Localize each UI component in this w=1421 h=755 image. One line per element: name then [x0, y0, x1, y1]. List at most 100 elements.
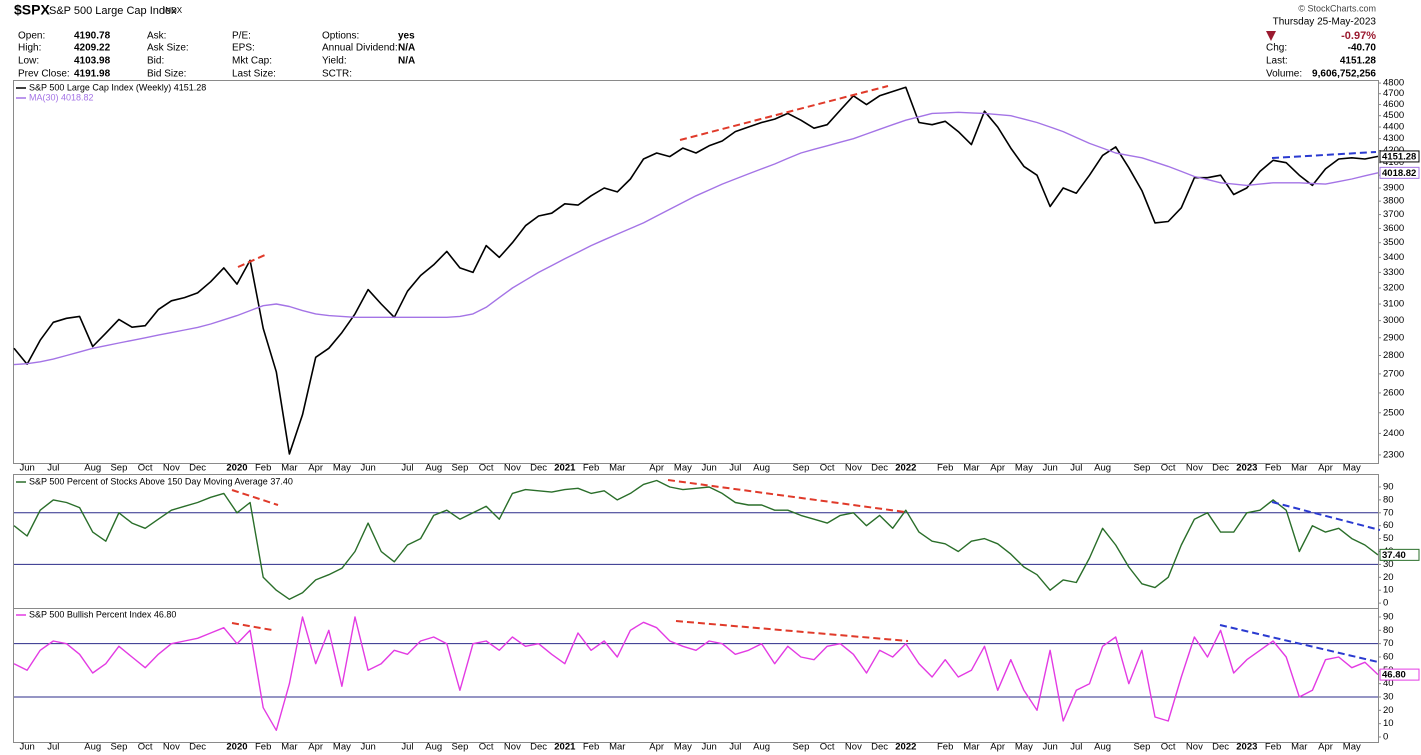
series-line [13, 111, 1379, 366]
trend-line [667, 479, 906, 513]
x-tick-label: Dec [871, 742, 888, 753]
x-tick-label: Mar [609, 463, 625, 474]
y-tick-label: 30 [1383, 559, 1394, 570]
y-tick-label: 3900 [1383, 183, 1404, 194]
x-tick-label: Feb [255, 463, 271, 474]
y-tick-label: 20 [1383, 705, 1394, 716]
x-tick-label: Jul [47, 463, 59, 474]
trend-annotations [231, 85, 1381, 663]
last-value-label: 4018.82 [1382, 168, 1416, 179]
stat-label: EPS: [232, 43, 255, 54]
x-tick-label: May [674, 742, 692, 753]
y-tick-label: 4800 [1383, 78, 1404, 89]
y-tick-label: 80 [1383, 625, 1394, 636]
last-value-label: 4151.28 [1382, 151, 1416, 162]
x-tick-label: 2021 [554, 742, 576, 753]
last-value-box [1379, 166, 1420, 179]
stat-label: Mkt Cap: [232, 56, 272, 67]
quote-value: 9,606,752,256 [1312, 69, 1376, 80]
series-line [13, 479, 1379, 600]
stat-value: 4191.98 [74, 69, 111, 80]
trend-line [675, 620, 909, 642]
x-tick-label: Apr [1318, 463, 1333, 474]
x-tick-label: Aug [1094, 742, 1111, 753]
x-tick-label: May [1343, 463, 1361, 474]
trend-line [679, 85, 889, 141]
x-tick-label: May [1343, 742, 1361, 753]
y-tick-label: 20 [1383, 572, 1394, 583]
x-tick-label: Sep [1133, 463, 1150, 474]
x-tick-label: Dec [1212, 463, 1229, 474]
stat-label: Last Size: [232, 69, 276, 80]
x-tick-label: May [333, 742, 351, 753]
x-tick-label: Jul [729, 463, 741, 474]
x-tick-label: Sep [1133, 742, 1150, 753]
date: Thursday 25-May-2023 [1273, 17, 1377, 28]
y-tick-label: 3000 [1383, 315, 1404, 326]
x-tick-label: Nov [163, 742, 180, 753]
x-tick-label: Nov [845, 742, 862, 753]
x-tick-label: Nov [845, 463, 862, 474]
stat-label: High: [18, 43, 41, 54]
index-name: S&P 500 Large Cap Index [49, 5, 177, 17]
x-tick-label: Mar [963, 463, 979, 474]
stat-label: Bid: [147, 56, 164, 67]
stat-label: Prev Close: [18, 69, 70, 80]
stat-value: yes [398, 31, 415, 42]
x-tick-label: Mar [963, 742, 979, 753]
x-tick-label: Jul [729, 742, 741, 753]
x-tick-label: Dec [189, 742, 206, 753]
x-tick-label: Aug [84, 742, 101, 753]
quote-value: 4151.28 [1340, 56, 1377, 67]
stat-label: SCTR: [322, 69, 352, 80]
x-tick-label: Oct [820, 463, 835, 474]
y-tick-label: 80 [1383, 494, 1394, 505]
stat-value: 4190.78 [74, 31, 111, 42]
x-tick-label: Aug [84, 463, 101, 474]
x-tick-label: May [1015, 742, 1033, 753]
x-tick-label: Nov [1186, 463, 1203, 474]
stat-value: N/A [398, 43, 415, 54]
last-value-label: 37.40 [1382, 550, 1406, 561]
y-tick-label: 10 [1383, 585, 1394, 596]
last-value-box [1379, 548, 1420, 561]
x-tick-label: Feb [937, 463, 953, 474]
trend-line [1271, 501, 1381, 531]
quote-label: Volume: [1266, 69, 1302, 80]
legend-label: S&P 500 Percent of Stocks Above 150 Day … [29, 476, 293, 486]
x-tick-label: Jul [47, 742, 59, 753]
y-tick-label: 3400 [1383, 252, 1404, 263]
legend-label: S&P 500 Large Cap Index (Weekly) 4151.28 [29, 82, 206, 92]
y-tick-label: 4400 [1383, 122, 1404, 133]
x-tick-label: Apr [649, 463, 664, 474]
x-tick-label: May [674, 463, 692, 474]
x-tick-label: 2023 [1236, 742, 1257, 753]
x-tick-label: May [1015, 463, 1033, 474]
stat-label: Bid Size: [147, 69, 186, 80]
x-tick-label: Jun [19, 463, 34, 474]
x-tick-label: Aug [1094, 463, 1111, 474]
y-tick-label: 2700 [1383, 368, 1404, 379]
y-tick-label: 70 [1383, 638, 1394, 649]
x-tick-label: 2022 [895, 463, 916, 474]
exchange: INDX [163, 6, 183, 15]
last-value-label: 46.80 [1382, 670, 1406, 681]
x-tick-label: Jul [401, 463, 413, 474]
x-tick-label: Jun [701, 463, 716, 474]
stat-label: Ask: [147, 31, 166, 42]
y-tick-label: 3700 [1383, 209, 1404, 220]
y-tick-label: 90 [1383, 612, 1394, 623]
x-tick-label: Oct [479, 463, 494, 474]
quote-value: -40.70 [1348, 43, 1377, 54]
y-tick-label: 3100 [1383, 299, 1404, 310]
x-tick-label: Feb [583, 463, 599, 474]
y-tick-label: 4700 [1383, 88, 1404, 99]
x-tick-label: Oct [138, 463, 153, 474]
x-tick-label: Oct [138, 742, 153, 753]
x-tick-label: Aug [425, 742, 442, 753]
x-tick-label: Jun [360, 742, 375, 753]
y-tick-label: 4600 [1383, 99, 1404, 110]
y-tick-label: 2400 [1383, 428, 1404, 439]
y-tick-label: 90 [1383, 481, 1394, 492]
y-tick-label: 3500 [1383, 237, 1404, 248]
